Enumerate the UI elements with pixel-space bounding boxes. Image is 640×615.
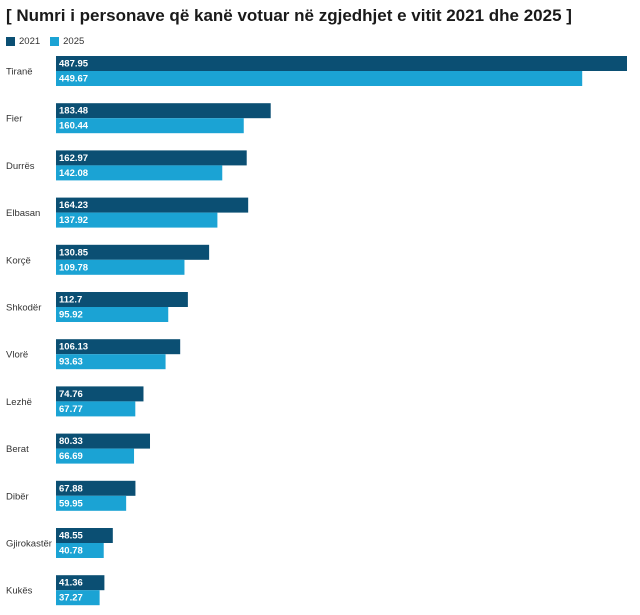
- value-label-2025-korce: 109.78: [59, 262, 88, 273]
- legend-label-2021: 2021: [19, 35, 41, 47]
- category-label: Korçë: [6, 255, 31, 266]
- bar-2021-vlore: [56, 339, 181, 355]
- category-label: Shkodër: [6, 303, 41, 314]
- value-label-2021-diber: 67.88: [59, 483, 83, 494]
- bar-2021-shkoder: [56, 292, 188, 307]
- value-label-2025-gjirokaster: 40.78: [59, 546, 83, 557]
- bar-2025-korce: [56, 259, 185, 275]
- bar-2021-tirane: [56, 56, 627, 71]
- value-label-2021-tirane: 487.95: [59, 59, 89, 70]
- bar-2025-kukes: [56, 590, 100, 606]
- value-label-2021-kukes: 41.36: [59, 578, 83, 589]
- value-label-2021-korce: 130.85: [59, 247, 89, 258]
- category-label: Elbasan: [6, 208, 40, 219]
- bar-group-lezhe: Lezhë 74.76 67.77: [6, 386, 144, 417]
- legend-item-2021: 2021: [6, 36, 40, 47]
- bar-2021-elbasan: [56, 197, 249, 213]
- value-label-2025-kukes: 37.27: [59, 593, 83, 604]
- value-label-2025-lezhe: 67.77: [59, 404, 83, 415]
- category-label: Vlorë: [6, 350, 28, 361]
- value-label-2021-lezhe: 74.76: [59, 389, 83, 400]
- bar-group-vlore: Vlorë 106.13 93.63: [6, 339, 181, 370]
- bar-2025-berat: [56, 448, 135, 464]
- bar-group-diber: Dibër 67.88 59.95: [6, 480, 136, 511]
- bar-group-durres: Durrës 162.97 142.08: [6, 150, 247, 181]
- value-label-2021-fier: 183.48: [59, 106, 88, 117]
- bar-2025-gjirokaster: [56, 543, 104, 558]
- bar-2021-berat: [56, 433, 151, 449]
- bar-2021-gjirokaster: [56, 528, 113, 543]
- bar-2025-tirane: [56, 71, 583, 86]
- legend-item-2025: 2025: [50, 36, 84, 47]
- bar-2021-fier: [56, 103, 271, 119]
- value-label-2025-durres: 142.08: [59, 168, 88, 179]
- category-label: Fier: [6, 114, 22, 125]
- bar-2021-kukes: [56, 575, 105, 591]
- value-label-2021-vlore: 106.13: [59, 342, 88, 353]
- category-label: Durrës: [6, 161, 35, 172]
- value-label-2021-berat: 80.33: [59, 436, 83, 447]
- value-label-2025-shkoder: 95.92: [59, 310, 83, 321]
- legend-swatch-2025: [50, 36, 60, 46]
- value-label-2021-gjirokaster: 48.55: [59, 531, 83, 542]
- value-label-2021-shkoder: 112.7: [59, 295, 82, 306]
- value-label-2025-berat: 66.69: [59, 451, 83, 462]
- value-label-2025-elbasan: 137.92: [59, 215, 88, 226]
- bar-group-kukes: Kukës 41.36 37.27: [6, 575, 105, 606]
- bar-group-gjirokaster: Gjirokastër 48.55 40.78: [6, 528, 113, 558]
- category-label: Lezhë: [6, 397, 32, 408]
- bar-2021-durres: [56, 150, 247, 166]
- category-label: Berat: [6, 444, 29, 455]
- bar-group-korce: Korçë 130.85 109.78: [6, 244, 210, 275]
- bar-2025-vlore: [56, 354, 166, 370]
- value-label-2025-tirane: 449.67: [59, 74, 88, 85]
- bar-2025-diber: [56, 495, 127, 511]
- bar-2021-diber: [56, 480, 136, 496]
- bar-2025-lezhe: [56, 401, 136, 417]
- category-label: Gjirokastër: [6, 539, 52, 550]
- bar-2025-durres: [56, 165, 223, 181]
- value-label-2025-vlore: 93.63: [59, 357, 83, 368]
- category-label: Tiranë: [6, 67, 33, 78]
- bar-group-elbasan: Elbasan 164.23 137.92: [6, 197, 249, 228]
- bar-2025-elbasan: [56, 212, 218, 228]
- legend-label-2025: 2025: [63, 35, 85, 47]
- bar-group-tirane: Tiranë 487.95 449.67: [6, 56, 627, 86]
- bar-2025-shkoder: [56, 307, 169, 322]
- bar-group-shkoder: Shkodër 112.7 95.92: [6, 292, 188, 322]
- category-label: Kukës: [6, 586, 33, 597]
- value-label-2021-durres: 162.97: [59, 153, 88, 164]
- bar-2021-korce: [56, 244, 210, 260]
- value-label-2025-diber: 59.95: [59, 498, 83, 509]
- category-label: Dibër: [6, 491, 29, 502]
- legend-swatch-2021: [6, 36, 15, 46]
- legend: 2021 2025: [6, 35, 94, 47]
- chart-title: [ Numri i personave që kanë votuar në zg…: [6, 6, 572, 25]
- bar-group-berat: Berat 80.33 66.69: [6, 433, 151, 464]
- value-label-2025-fier: 160.44: [59, 121, 89, 132]
- bar-2021-lezhe: [56, 386, 144, 402]
- bar-2025-fier: [56, 118, 244, 134]
- bar-group-fier: Fier 183.48 160.44: [6, 103, 271, 134]
- value-label-2021-elbasan: 164.23: [59, 200, 88, 211]
